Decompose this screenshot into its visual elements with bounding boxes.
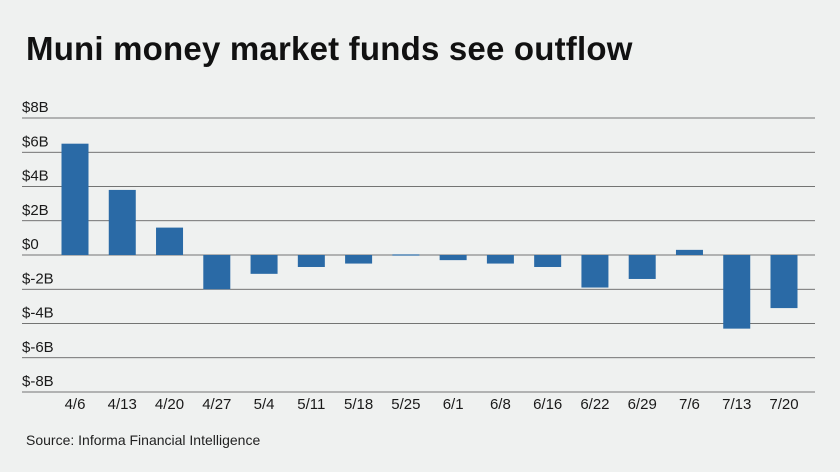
x-tick-label: 5/18 [344, 396, 373, 413]
bar-6-22 [581, 255, 609, 288]
x-tick-label: 7/20 [769, 396, 798, 413]
bar-7-6 [675, 249, 703, 255]
x-tick-label: 4/27 [202, 396, 231, 413]
bar-4-20 [156, 227, 184, 255]
x-tick-label: 4/13 [108, 396, 137, 413]
x-tick-label: 7/6 [679, 396, 700, 413]
x-tick-label: 6/29 [628, 396, 657, 413]
bar-6-29 [628, 255, 656, 279]
y-tick-label: $0 [22, 236, 39, 253]
y-tick-label: $8B [22, 99, 49, 116]
bars [61, 143, 798, 329]
x-tick-label: 4/6 [65, 396, 86, 413]
y-tick-label: $-6B [22, 339, 54, 356]
bar-6-16 [534, 255, 562, 267]
x-tick-label: 5/11 [297, 396, 325, 413]
bar-6-8 [486, 255, 514, 264]
bar-5-25 [392, 254, 420, 256]
bar-5-11 [297, 255, 325, 267]
gridlines [22, 117, 815, 393]
bar-7-13 [723, 255, 751, 329]
bar-4-27 [203, 255, 231, 290]
y-tick-label: $-4B [22, 305, 54, 322]
bar-5-4 [250, 255, 278, 274]
x-tick-label: 5/4 [254, 396, 275, 413]
y-axis-tick-labels: $8B $6B $4B $2B $0 $-2B $-4B $-6B $-8B [22, 99, 54, 390]
y-tick-label: $-2B [22, 270, 54, 287]
x-tick-label: 7/13 [722, 396, 751, 413]
y-tick-label: $-8B [22, 373, 54, 390]
bar-4-6 [61, 143, 89, 255]
bar-4-13 [108, 189, 136, 255]
chart-title: Muni money market funds see outflow [26, 30, 633, 67]
x-tick-label: 6/16 [533, 396, 562, 413]
y-tick-label: $4B [22, 168, 49, 185]
x-tick-label: 5/25 [391, 396, 420, 413]
bar-7-20 [770, 255, 798, 309]
bar-5-18 [345, 255, 373, 264]
source-note: Source: Informa Financial Intelligence [26, 432, 261, 448]
bar-6-1 [439, 255, 467, 261]
y-tick-label: $6B [22, 133, 49, 150]
x-tick-label: 6/8 [490, 396, 511, 413]
x-axis-tick-labels: 4/6 4/13 4/20 4/27 5/4 5/11 5/18 5/25 6/1 6/8 6/16… [65, 396, 799, 413]
y-tick-label: $2B [22, 202, 49, 219]
x-tick-label: 6/1 [443, 396, 464, 413]
x-tick-label: 4/20 [155, 396, 184, 413]
x-tick-label: 6/22 [580, 396, 609, 413]
